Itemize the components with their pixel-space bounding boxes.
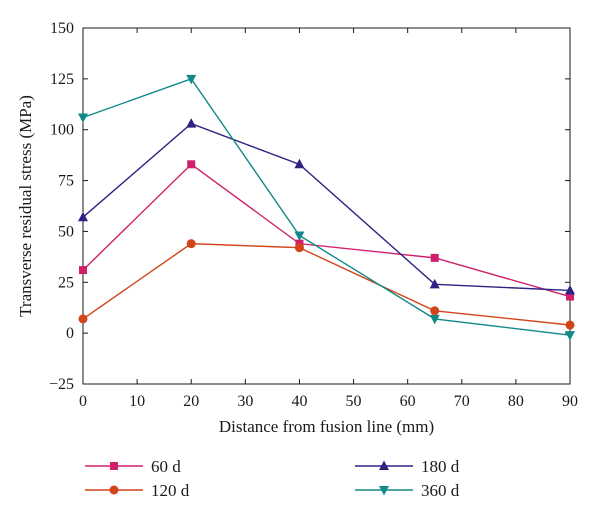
series-0 — [79, 160, 574, 301]
x-tick-label: 0 — [79, 393, 87, 410]
plot-frame — [82, 27, 571, 385]
data-point — [429, 314, 440, 325]
x-tick-label: 10 — [129, 393, 145, 410]
x-tick-label: 50 — [346, 393, 362, 410]
y-tick-label: 25 — [58, 274, 74, 291]
data-point — [430, 306, 440, 316]
y-tick-label: 50 — [58, 223, 74, 240]
series-line — [82, 78, 571, 336]
legend-marker — [379, 460, 389, 470]
x-tick-label: 80 — [508, 393, 524, 410]
data-point — [294, 158, 305, 169]
x-tick-label: 60 — [400, 393, 416, 410]
data-point — [186, 74, 197, 85]
legend: 60 d 120 d 180 d 360 d — [85, 457, 460, 500]
x-tick-label: 70 — [454, 393, 470, 410]
series-line — [82, 242, 571, 326]
y-tick-label: −25 — [49, 376, 74, 393]
data-point — [565, 320, 575, 330]
y-tick-label: 75 — [58, 173, 74, 190]
data-point — [566, 292, 574, 301]
data-point — [430, 253, 439, 262]
x-axis-title: Distance from fusion line (mm) — [219, 417, 434, 436]
data-point — [294, 243, 304, 253]
x-tick-label: 90 — [562, 393, 578, 410]
legend-item: 360 d — [355, 481, 460, 500]
data-point — [565, 331, 575, 341]
series-1 — [78, 239, 575, 330]
legend-marker — [109, 485, 119, 495]
y-tick-label: 100 — [50, 122, 74, 139]
data-point — [294, 231, 305, 241]
legend-label: 120 d — [151, 481, 190, 500]
x-tick-label: 20 — [183, 393, 199, 410]
legend-label: 60 d — [151, 457, 181, 476]
data-point — [79, 266, 87, 275]
plot-area — [78, 27, 575, 385]
x-tick-label: 40 — [291, 393, 307, 410]
data-point — [78, 211, 88, 222]
series-line — [82, 122, 571, 292]
data-point — [187, 160, 196, 169]
series-2 — [78, 118, 575, 295]
legend-marker — [379, 486, 389, 496]
y-axis-title: Transverse residual stress (MPa) — [16, 95, 35, 317]
axis-ticks — [82, 27, 571, 385]
legend-marker — [110, 462, 118, 470]
legend-label: 180 d — [421, 457, 460, 476]
legend-item: 120 d — [85, 481, 190, 500]
data-point — [186, 239, 196, 249]
x-axis-tick-labels: 0 10 20 30 40 50 60 70 80 90 — [79, 393, 578, 410]
legend-label: 360 d — [421, 481, 460, 500]
data-point — [565, 284, 575, 295]
y-tick-label: 0 — [66, 325, 74, 342]
legend-item: 60 d — [85, 457, 181, 476]
legend-item: 180 d — [355, 457, 460, 476]
series-3 — [78, 74, 575, 341]
data-point — [78, 314, 88, 324]
y-tick-label: 125 — [50, 71, 74, 88]
y-axis-tick-labels: −25 0 25 50 75 100 125 150 — [49, 20, 74, 393]
data-point — [429, 278, 440, 289]
series-line — [82, 163, 571, 298]
series-layer — [78, 74, 575, 341]
data-point — [186, 118, 197, 128]
data-point — [78, 113, 88, 124]
y-tick-label: 150 — [50, 20, 74, 37]
x-tick-label: 30 — [237, 393, 253, 410]
